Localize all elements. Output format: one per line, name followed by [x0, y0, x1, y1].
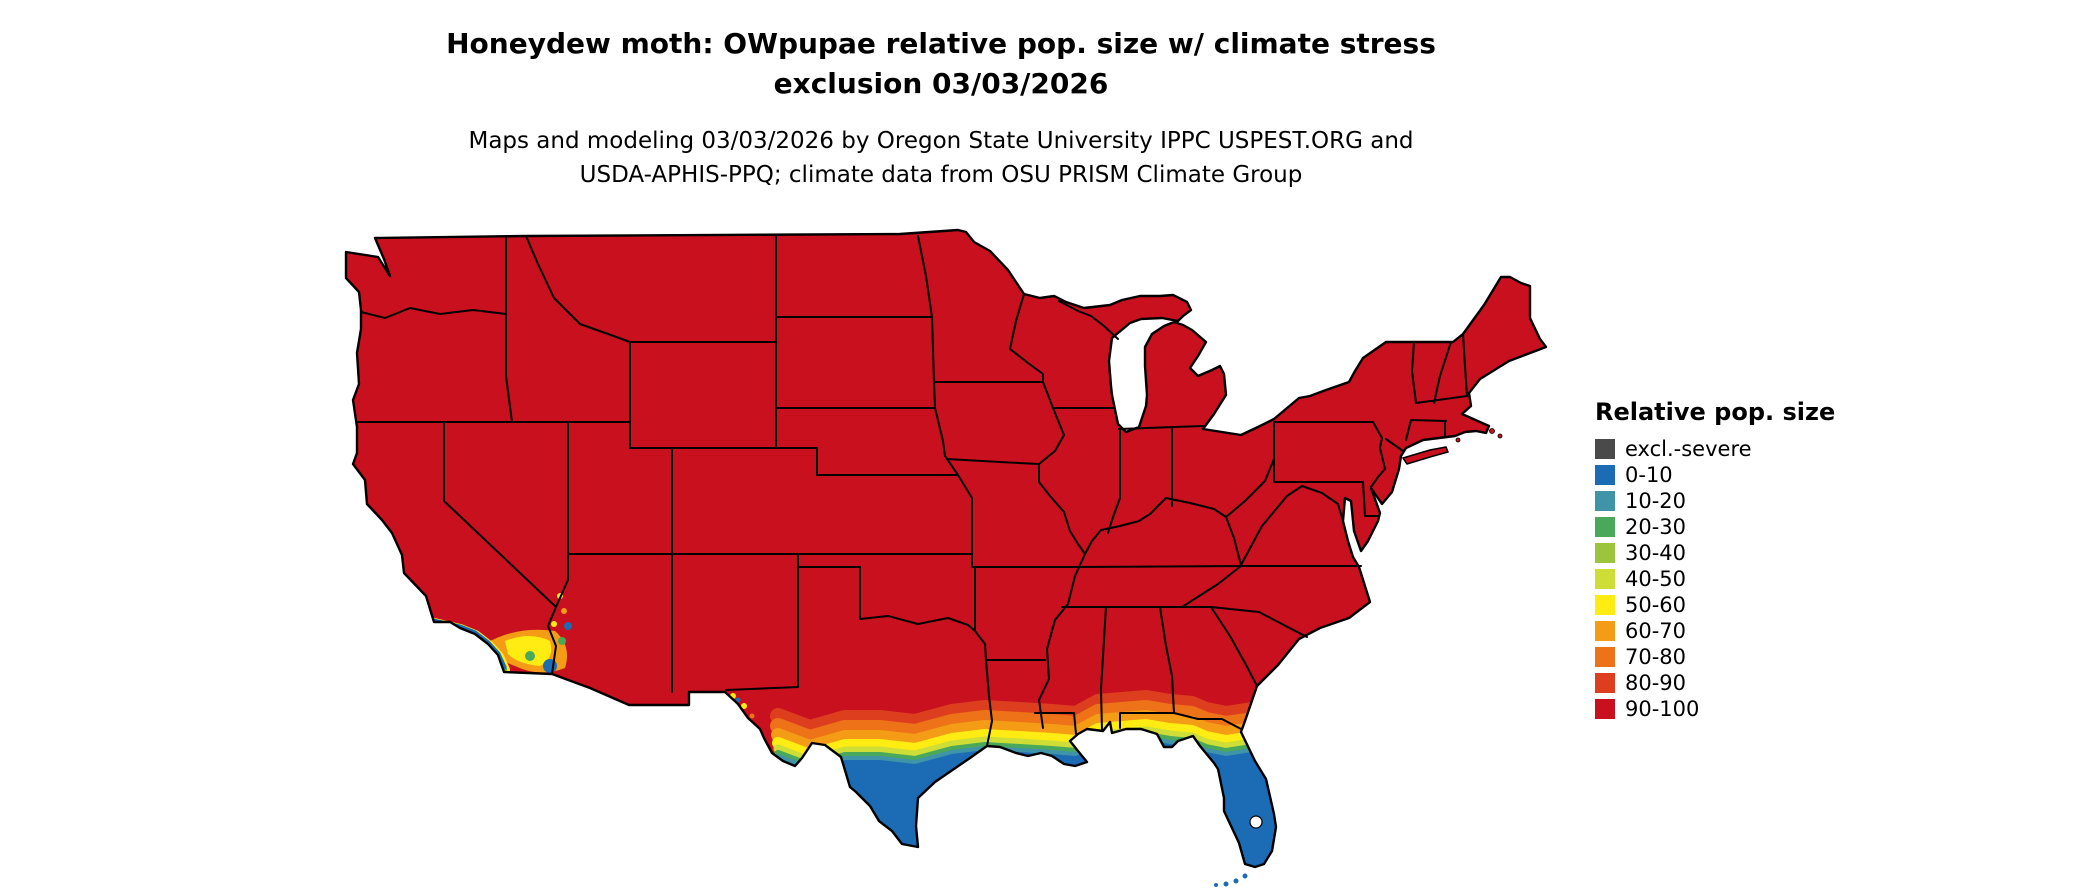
legend-entry: 80-90 — [1595, 670, 1835, 696]
colorado-river-speck — [561, 608, 567, 614]
island-speck — [1489, 428, 1495, 434]
legend-swatch-60-70 — [1595, 621, 1615, 641]
socal-green-blob — [558, 637, 566, 645]
map-title-line2: exclusion 03/03/2026 — [773, 67, 1109, 100]
legend-entry: 0-10 — [1595, 462, 1835, 488]
legend-label: 20-30 — [1625, 515, 1687, 539]
band-80-90 — [770, 690, 1284, 736]
legend: Relative pop. size excl.-severe 0-10 10-… — [1595, 398, 1835, 722]
legend-swatch-0-10 — [1595, 465, 1615, 485]
legend-swatch-90-100 — [1595, 699, 1615, 719]
map-subtitle-line1: Maps and modeling 03/03/2026 by Oregon S… — [468, 128, 1414, 154]
us-map-svg — [344, 228, 1548, 887]
florida-keys-speck — [1214, 883, 1218, 887]
legend-entry: excl.-severe — [1595, 436, 1835, 462]
socal-blue-blob — [543, 659, 557, 673]
us-map — [340, 226, 1552, 892]
legend-label: 80-90 — [1625, 671, 1687, 695]
legend-entry: 30-40 — [1595, 540, 1835, 566]
socal-yellow-patch — [505, 636, 552, 666]
legend-label: 10-20 — [1625, 489, 1687, 513]
socal-blue-blob — [564, 622, 572, 630]
legend-label: 70-80 — [1625, 645, 1687, 669]
legend-entry: 20-30 — [1595, 514, 1835, 540]
legend-swatch-20-30 — [1595, 517, 1615, 537]
colorado-river-speck — [551, 621, 557, 627]
legend-entry: 90-100 — [1595, 696, 1835, 722]
page-title: Honeydew moth: OWpupae relative pop. siz… — [0, 24, 1882, 104]
band-10-20 — [775, 736, 1279, 772]
legend-label: 60-70 — [1625, 619, 1687, 643]
florida-keys-speck — [1242, 873, 1248, 879]
legend-label: 0-10 — [1625, 463, 1673, 487]
legend-title: Relative pop. size — [1595, 398, 1836, 426]
map-subtitle-line2: USDA-APHIS-PPQ; climate data from OSU PR… — [579, 162, 1303, 188]
lake-okeechobee — [1249, 815, 1263, 829]
map-subtitle: Maps and modeling 03/03/2026 by Oregon S… — [0, 124, 1882, 192]
legend-swatch-excl-severe — [1595, 439, 1615, 459]
florida-keys-speck — [1233, 878, 1239, 884]
elpaso-speck — [741, 703, 747, 709]
legend-swatch-70-80 — [1595, 647, 1615, 667]
long-island — [1401, 446, 1450, 465]
elpaso-speck — [749, 713, 755, 719]
state-borders — [356, 235, 1468, 747]
legend-swatch-50-60 — [1595, 595, 1615, 615]
island-speck — [1497, 433, 1503, 439]
legend-entry: 60-70 — [1595, 618, 1835, 644]
legend-swatch-80-90 — [1595, 673, 1615, 693]
legend-entry: 70-80 — [1595, 644, 1835, 670]
legend-label: excl.-severe — [1625, 437, 1752, 461]
low-pop-region-0-10 — [760, 740, 1330, 867]
legend-label: 50-60 — [1625, 593, 1687, 617]
legend-entry: 50-60 — [1595, 592, 1835, 618]
island-speck — [1455, 437, 1461, 443]
legend-swatch-40-50 — [1595, 569, 1615, 589]
legend-label: 30-40 — [1625, 541, 1687, 565]
legend-entry: 40-50 — [1595, 566, 1835, 592]
socal-green-blob — [525, 651, 535, 661]
legend-label: 40-50 — [1625, 567, 1687, 591]
florida-keys-speck — [1223, 881, 1229, 887]
legend-swatch-30-40 — [1595, 543, 1615, 563]
legend-swatch-10-20 — [1595, 491, 1615, 511]
map-title-line1: Honeydew moth: OWpupae relative pop. siz… — [446, 27, 1436, 60]
legend-entry: 10-20 — [1595, 488, 1835, 514]
legend-label: 90-100 — [1625, 697, 1700, 721]
